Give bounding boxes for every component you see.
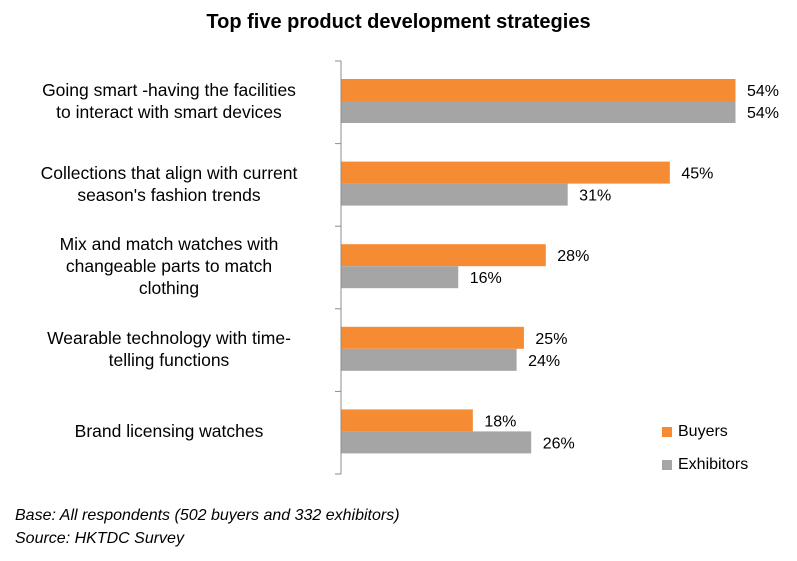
data-label-buyers-5: 18% <box>484 413 516 430</box>
data-label-buyers-4: 25% <box>535 331 567 348</box>
category-label-line: Mix and match watches with <box>59 234 279 255</box>
data-label-buyers-1: 54% <box>747 83 779 100</box>
category-label-line: telling functions <box>108 349 230 370</box>
bar-buyers-2 <box>341 161 670 184</box>
bar-exhibitors-4 <box>341 348 517 371</box>
category-label-line: Collections that align with current <box>40 162 298 183</box>
legend-swatch-buyers <box>662 427 672 437</box>
category-label-line: Wearable technology with time- <box>47 327 291 348</box>
bar-buyers-4 <box>341 326 524 349</box>
category-label-2: Collections that align with current seaso… <box>8 162 330 206</box>
bar-exhibitors-2 <box>341 183 568 206</box>
category-label-line: to interact with smart devices <box>56 102 282 122</box>
footnote-source: Source: HKTDC Survey <box>15 530 184 547</box>
data-label-buyers-3: 28% <box>557 248 589 265</box>
legend-swatch-exhibitors <box>662 460 672 470</box>
legend-label-buyers: Buyers <box>678 423 728 440</box>
legend-item-buyers: Buyers <box>662 422 748 442</box>
category-label-line: clothing <box>138 278 200 299</box>
data-label-exhibitors-2: 31% <box>579 188 611 205</box>
legend: Buyers Exhibitors <box>662 422 748 488</box>
category-label-5: Brand licensing watches <box>8 420 330 442</box>
legend-item-exhibitors: Exhibitors <box>662 455 748 475</box>
bar-exhibitors-5 <box>341 431 532 454</box>
category-label-line: Brand licensing watches <box>74 421 264 442</box>
category-label-4: Wearable technology with time-telling fu… <box>8 327 330 371</box>
category-label-1: Going smart -having the facilities to int… <box>8 79 330 123</box>
chart-title: Top five product development strategies <box>206 11 591 33</box>
category-label-line: changeable parts to match <box>65 256 273 277</box>
category-label-line: season's fashion trends <box>77 184 261 205</box>
bar-exhibitors-3 <box>341 266 459 289</box>
category-label-line: Going smart -having the facilities <box>42 80 296 100</box>
data-label-exhibitors-1: 54% <box>747 105 779 122</box>
data-label-exhibitors-4: 24% <box>528 353 560 370</box>
footnote-base: Base: All respondents (502 buyers and 33… <box>15 507 400 524</box>
legend-label-exhibitors: Exhibitors <box>678 456 749 473</box>
data-label-exhibitors-5: 26% <box>543 435 575 452</box>
data-label-exhibitors-3: 16% <box>470 270 502 287</box>
bar-buyers-5 <box>341 409 473 432</box>
category-label-3: Mix and match watches with changeable par… <box>8 233 330 299</box>
data-label-buyers-2: 45% <box>681 166 713 183</box>
bar-buyers-1 <box>341 79 736 101</box>
bar-buyers-3 <box>341 244 546 267</box>
bar-exhibitors-1 <box>341 101 736 123</box>
